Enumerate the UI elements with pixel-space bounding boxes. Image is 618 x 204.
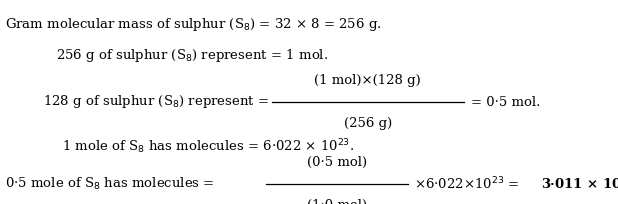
Text: (0·5 mol): (0·5 mol): [307, 156, 367, 169]
Text: ×6·022×10$^{23}$ =: ×6·022×10$^{23}$ =: [414, 175, 520, 192]
Text: 256 g of sulphur (S$_8$) represent = 1 mol.: 256 g of sulphur (S$_8$) represent = 1 m…: [56, 47, 328, 64]
Text: 3·011 × 10$^{23}$: 3·011 × 10$^{23}$: [541, 175, 618, 192]
Text: (1·0 mol): (1·0 mol): [307, 198, 367, 204]
Text: 128 g of sulphur (S$_8$) represent =: 128 g of sulphur (S$_8$) represent =: [43, 93, 271, 111]
Text: = 0·5 mol.: = 0·5 mol.: [471, 95, 540, 109]
Text: 0·5 mole of S$_8$ has molecules =: 0·5 mole of S$_8$ has molecules =: [5, 176, 216, 192]
Text: (256 g): (256 g): [344, 117, 392, 130]
Text: Gram molecular mass of sulphur (S$_8$) = 32 × 8 = 256 g.: Gram molecular mass of sulphur (S$_8$) =…: [5, 16, 381, 33]
Text: (1 mol)×(128 g): (1 mol)×(128 g): [315, 74, 421, 87]
Text: 1 mole of S$_8$ has molecules = 6·022 × 10$^{23}$.: 1 mole of S$_8$ has molecules = 6·022 × …: [62, 137, 354, 156]
